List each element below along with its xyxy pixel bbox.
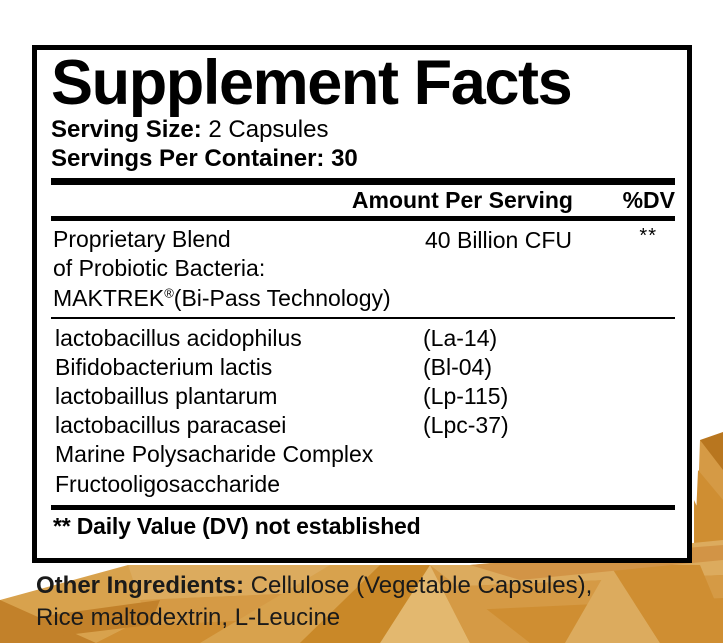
rule-above-columns [51,178,675,186]
rule-above-strains [51,317,675,320]
serving-size-line: Serving Size: 2 Capsules [51,115,675,144]
supplement-facts-inner: Supplement Facts Serving Size: 2 Capsule… [37,48,687,561]
column-header-amount-per-serving: Amount Per Serving [351,187,573,214]
daily-value-footnote: ** Daily Value (DV) not established [53,513,421,540]
other-ingredients-label: Other Ingredients: [36,572,245,599]
registered-trademark-icon: ® [164,285,174,301]
strain-name: lactobacillus acidophilus [55,325,302,352]
proprietary-blend-names: Proprietary Blend of Probiotic Bacteria:… [53,225,675,313]
blend-line-3: MAKTREK®(Bi-Pass Technology) [53,284,675,313]
strain-row: lactobacillus acidophilus (La-14) [55,324,675,353]
strain-code: (Lpc-37) [423,412,509,439]
page-title: Supplement Facts [51,48,573,118]
servings-per-container-line: Servings Per Container: 30 [51,145,358,172]
strain-list: lactobacillus acidophilus (La-14) Bifido… [55,324,675,499]
column-header-percent-dv: %DV [622,187,675,214]
blend-line-2: of Probiotic Bacteria: [53,255,266,282]
proprietary-blend-block: Proprietary Blend of Probiotic Bacteria:… [53,225,675,317]
strain-code: (La-14) [423,325,498,352]
column-header-row: Amount Per Serving %DV [51,186,675,214]
strain-row: Bifidobacterium lactis (Bl-04) [55,353,675,382]
rule-above-footnote [51,505,675,511]
supplement-facts-panel: Supplement Facts Serving Size: 2 Capsule… [32,45,692,563]
strain-code: (Bl-04) [423,354,493,381]
serving-size-label: Serving Size: [51,115,202,143]
strain-name: Bifidobacterium lactis [55,354,273,381]
bipass-technology-note: (Bi-Pass Technology) [173,284,391,311]
proprietary-blend-amount: 40 Billion CFU [425,227,572,254]
other-ingredients-line-1: Other Ingredients: Cellulose (Vegetable … [36,570,706,602]
extra-ingredient-row: Fructooligosaccharide [55,470,281,497]
strain-name: lactobaillus plantarum [55,383,278,410]
strain-name: lactobacillus paracasei [55,412,287,439]
serving-size-value: 2 Capsules [208,115,329,143]
extra-ingredient-row: Marine Polysacharide Complex [55,441,374,468]
strain-row: lactobacillus paracasei (Lpc-37) [55,411,675,440]
blend-line-1: Proprietary Blend [53,226,231,253]
other-ingredients-section: Other Ingredients: Cellulose (Vegetable … [36,570,706,634]
rule-below-columns [51,216,675,222]
proprietary-blend-dv: ** [639,225,657,248]
maktrek-name: MAKTREK [53,284,165,311]
strain-row: lactobaillus plantarum (Lp-115) [55,382,675,411]
strain-code: (Lp-115) [423,383,509,410]
other-ingredients-value-1: Cellulose (Vegetable Capsules), [244,572,593,599]
other-ingredients-line-2: Rice maltodextrin, L-Leucine [36,603,341,631]
